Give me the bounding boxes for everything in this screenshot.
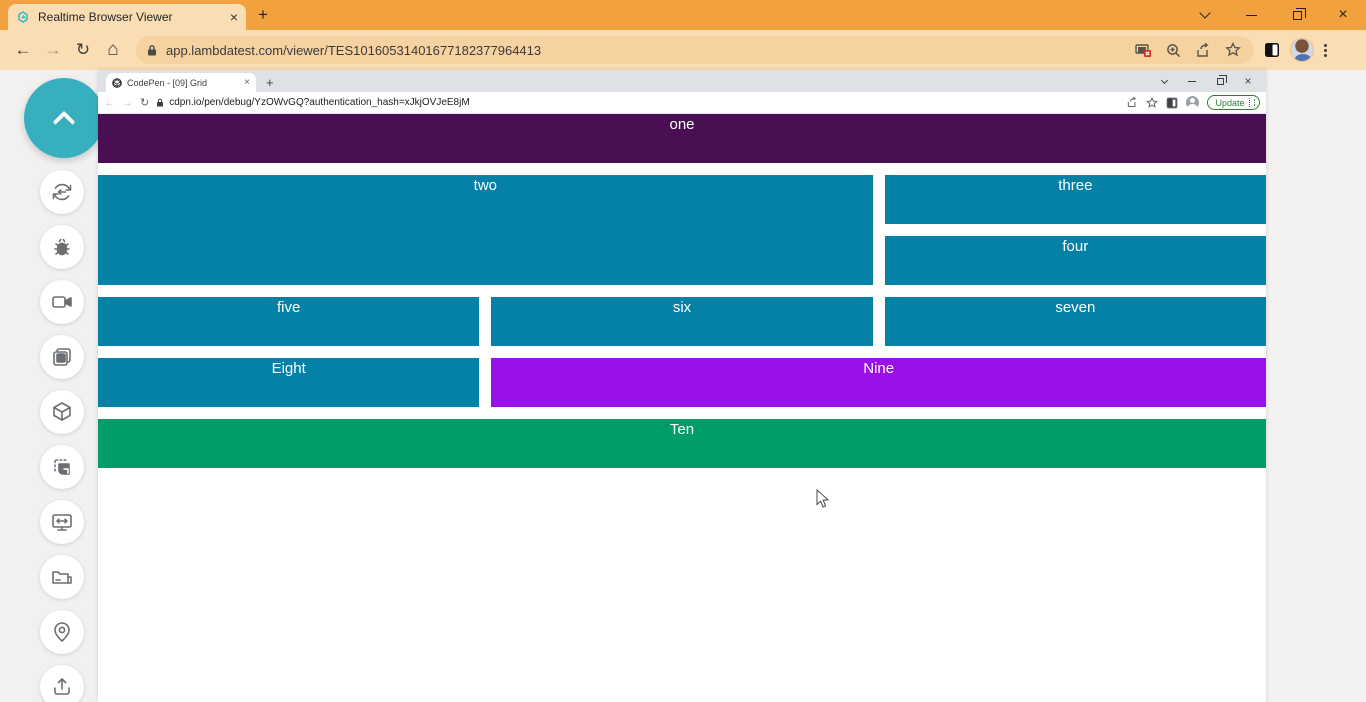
browser-menu-icon[interactable]: [1324, 43, 1327, 57]
grid-box-two: two: [98, 175, 873, 285]
outer-tab-title: Realtime Browser Viewer: [38, 10, 173, 24]
upload-button[interactable]: [40, 665, 84, 702]
inner-url-text: cdpn.io/pen/debug/YzOWvGQ?authentication…: [169, 97, 470, 108]
gallery-screenshot-icon: [53, 348, 71, 366]
grid-box-three: three: [884, 175, 1266, 224]
inner-reload-icon[interactable]: ↻: [140, 97, 150, 109]
profile-avatar[interactable]: [1290, 38, 1314, 62]
mouse-cursor: [816, 489, 830, 508]
update-button[interactable]: Update: [1207, 95, 1260, 110]
folder-icon: [52, 571, 72, 584]
home-icon[interactable]: ⌂: [107, 39, 119, 60]
gallery-button[interactable]: [40, 335, 84, 379]
collapse-toolbar-button[interactable]: [24, 78, 104, 158]
bug-icon: [54, 238, 70, 256]
side-panel-icon[interactable]: [1264, 42, 1280, 58]
tab-capture-icon[interactable]: [1132, 39, 1154, 61]
resize-layout-icon: [54, 459, 70, 475]
report-bug-button[interactable]: [40, 225, 84, 269]
share-icon[interactable]: [1192, 39, 1214, 61]
inner-forward-icon[interactable]: →: [122, 96, 133, 109]
grid-box-nine: Nine: [491, 358, 1266, 407]
grid-box-ten: Ten: [98, 419, 1266, 468]
geolocation-button[interactable]: [40, 610, 84, 654]
inner-lock-icon: [157, 98, 164, 107]
css-grid-demo: one two three four five six seven Eight …: [98, 114, 1266, 468]
outer-dropdown-chevron-icon[interactable]: [1182, 0, 1228, 30]
grid-box-four: four: [884, 236, 1266, 285]
record-video-button[interactable]: [40, 280, 84, 324]
update-menu-icon[interactable]: [1253, 99, 1255, 106]
outer-browser-toolbar: ← → ↻ ⌂ app.lambdatest.com/viewer/TES101…: [0, 30, 1366, 70]
inner-bookmark-star-icon[interactable]: [1146, 96, 1159, 109]
inner-tabstrip: CodePen - [09] Grid × + ×: [98, 70, 1266, 92]
cube-3d-icon: [53, 402, 71, 421]
inner-browser-tab[interactable]: CodePen - [09] Grid ×: [106, 73, 256, 92]
outer-close-button[interactable]: ×: [1338, 6, 1348, 23]
outer-restore-button[interactable]: [1274, 0, 1320, 30]
outer-url-text: app.lambdatest.com/viewer/TES10160531401…: [166, 42, 542, 58]
inner-minimize-button[interactable]: [1178, 70, 1206, 92]
outer-new-tab-button[interactable]: +: [258, 5, 268, 24]
inner-side-panel-icon[interactable]: [1166, 97, 1178, 109]
inner-new-tab-button[interactable]: +: [266, 75, 274, 90]
grid-box-six: six: [491, 297, 873, 346]
grid-box-one: one: [98, 114, 1266, 163]
outer-window-controls: ×: [1182, 0, 1366, 30]
monitor-resolution-icon: [52, 514, 72, 531]
back-icon[interactable]: ←: [14, 40, 32, 59]
inner-restore-button[interactable]: [1206, 70, 1234, 92]
inner-back-icon[interactable]: ←: [104, 96, 115, 109]
switch-session-button[interactable]: [40, 170, 84, 214]
inner-share-icon[interactable]: [1126, 97, 1138, 108]
inner-tab-close-icon[interactable]: ×: [244, 77, 250, 88]
lock-icon: [148, 44, 156, 55]
lambdatest-logo-icon: [18, 11, 28, 23]
upload-icon: [54, 678, 70, 695]
resize-layout-button[interactable]: [40, 445, 84, 489]
location-pin-icon: [54, 622, 70, 642]
switch-session-icon: [52, 183, 72, 201]
inner-close-button[interactable]: ×: [1244, 74, 1252, 88]
inner-toolbar-right: Update: [1126, 95, 1260, 110]
inner-profile-avatar[interactable]: [1186, 96, 1200, 109]
grid-box-eight: Eight: [98, 358, 480, 407]
inner-browser-toolbar: ← → ↻ cdpn.io/pen/debug/YzOWvGQ?authenti…: [98, 92, 1266, 114]
zoom-in-icon[interactable]: [1162, 39, 1184, 61]
outer-tab-close-icon[interactable]: ×: [229, 9, 238, 25]
codepen-grid-page: one two three four five six seven Eight …: [98, 114, 1266, 702]
inner-browser-window: CodePen - [09] Grid × + × ← → ↻ cdpn.io/…: [98, 70, 1266, 702]
forward-icon[interactable]: →: [44, 40, 62, 59]
outer-browser-tab[interactable]: Realtime Browser Viewer ×: [8, 4, 246, 30]
inner-tab-title: CodePen - [09] Grid: [127, 77, 208, 88]
outer-toolbar-right: [1264, 38, 1339, 62]
inner-dropdown-chevron-icon[interactable]: [1150, 70, 1178, 92]
codepen-favicon: [112, 77, 122, 88]
grid-box-five: five: [98, 297, 480, 346]
outer-minimize-button[interactable]: [1228, 0, 1274, 30]
device-3d-button[interactable]: [40, 390, 84, 434]
outer-browser-titlebar: Realtime Browser Viewer × + ×: [0, 0, 1366, 30]
chevron-up-icon: [52, 110, 76, 134]
grid-box-seven: seven: [884, 297, 1266, 346]
reload-icon[interactable]: ↻: [75, 40, 91, 59]
bookmark-star-icon[interactable]: [1222, 39, 1244, 61]
outer-url-bar[interactable]: app.lambdatest.com/viewer/TES10160531401…: [136, 36, 1254, 64]
resolution-button[interactable]: [40, 500, 84, 544]
files-button[interactable]: [40, 555, 84, 599]
inner-url-bar[interactable]: cdpn.io/pen/debug/YzOWvGQ?authentication…: [156, 97, 1119, 108]
inner-window-controls: ×: [1150, 70, 1262, 92]
tool-rail: [40, 170, 84, 702]
video-record-icon: [52, 296, 72, 308]
